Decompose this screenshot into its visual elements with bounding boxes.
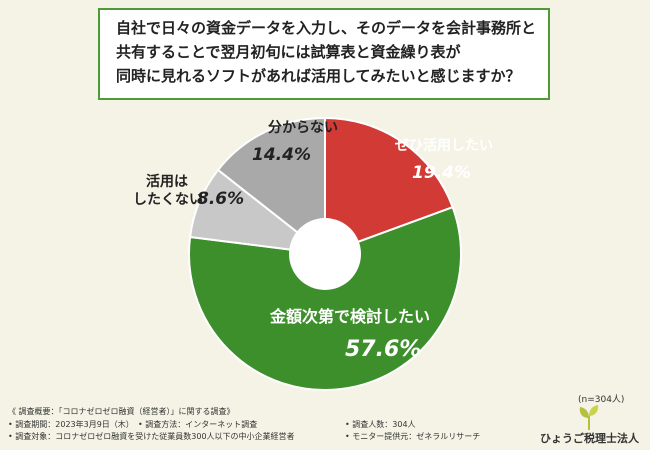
title-line-1: 自社で日々の資金データを入力し、そのデータを会計事務所と [116,19,537,37]
slice-label-2-0: 活用は [146,173,188,190]
survey-method: • 調査方法：インターネット調査 [138,420,258,429]
slice-0 [324,116,454,256]
slice-label-0-0: ぜひ活用したい [395,137,493,154]
slice-value-0: 19.4% [412,163,471,183]
slice-value-3: 14.4% [252,145,311,165]
title-line-3: 同時に見れるソフトがあれば活用してみたいと感じますか？ [116,67,521,85]
slice-label-3-0: 分からない [268,120,338,136]
slice-1 [188,205,462,391]
slice-label-1-0: 金額次第で検討したい [269,307,430,326]
survey-people: • 調査人数：304人 [345,420,416,429]
title-box: 自社で日々の資金データを入力し、そのデータを会計事務所と 共有することで翌月初旬… [98,8,550,100]
survey-target: • 調査対象：コロナゼロゼロ融資を受けた従業員数300人以下の中小企業経営者 [8,432,295,441]
slice-value-1: 57.6% [345,337,421,362]
survey-overview: 《 調査概要：「コロナゼロゼロ融資（経営者）」に関する調査》 [8,407,235,416]
slice-value-2: 8.6% [197,189,244,209]
monitor-provider: • モニター提供元：ゼネラルリサーチ [345,432,481,441]
logo-text: ひょうご税理士法人 [540,432,639,445]
title-line-2: 共有することで翌月初旬には試算表と資金繰り表が [116,43,461,61]
sample-size-label: (n=304人) [578,395,625,405]
slice-label-2-1: したくない [133,192,203,208]
survey-period: • 調査期間：2023年3月9日（木） [8,420,134,429]
leaf-sprout-icon [579,405,599,430]
slice-3 [216,116,326,257]
donut-hole [289,218,361,290]
